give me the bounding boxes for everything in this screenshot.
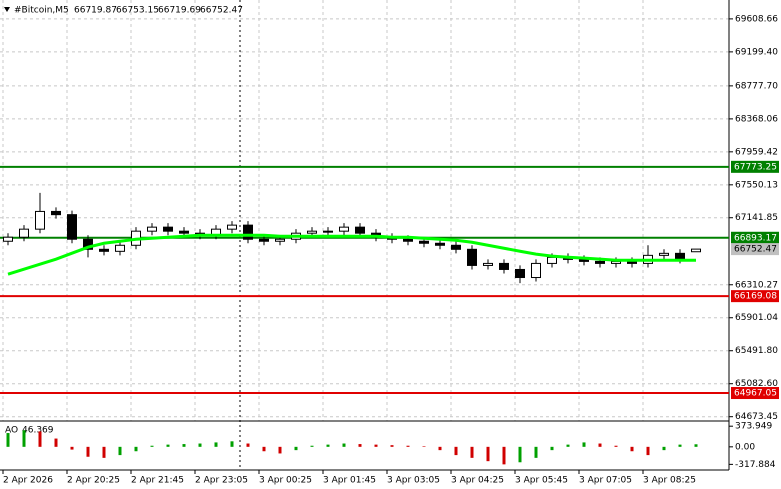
level-label: 64967.05 (734, 389, 777, 399)
candle-body (99, 248, 109, 252)
x-tick-label: 3 Apr 03:05 (387, 476, 440, 486)
candle-body (451, 244, 461, 250)
candle-body (323, 230, 333, 233)
x-tick-label: 3 Apr 08:25 (643, 476, 696, 486)
header-low: 66719.69 (158, 6, 201, 16)
candle-body (307, 230, 317, 234)
candle-body (35, 210, 45, 230)
candle-body (483, 262, 493, 266)
moving-average (7, 233, 696, 276)
candle-body (83, 238, 93, 250)
y-tick-label: 69608.66 (735, 14, 778, 24)
header-close: 66752.47 (200, 6, 243, 16)
y-tick-label: 66310.27 (735, 280, 778, 290)
candle-body (499, 262, 509, 270)
candle-body (51, 210, 61, 216)
y-tick-label: 65901.04 (735, 313, 778, 323)
level-label-box (731, 290, 779, 303)
ao-tick-label: 0.00 (735, 442, 755, 452)
price-label: 66752.47 (734, 245, 777, 255)
y-tick-label: 68777.70 (735, 81, 778, 91)
x-tick-label: 2 Apr 2026 (3, 476, 53, 486)
level-label: 67773.25 (734, 162, 777, 172)
header-open: 66719.87 (74, 6, 117, 16)
candle-body (403, 238, 413, 242)
y-tick-label: 67550.13 (735, 180, 778, 190)
y-tick-label: 67959.42 (735, 147, 778, 157)
chart-title: #Bitcoin,M5 (14, 6, 69, 16)
level-label: 66169.08 (734, 292, 777, 302)
candle-body (3, 236, 13, 242)
x-tick-label: 3 Apr 07:05 (579, 476, 632, 486)
y-tick-label: 65082.60 (735, 379, 778, 389)
candle-body (467, 248, 477, 266)
level-label: 66893.17 (734, 233, 777, 243)
candle-body (627, 260, 637, 264)
ao-tick-label: 373.949 (735, 422, 772, 432)
y-tick-label: 68368.06 (735, 114, 778, 124)
x-tick-label: 2 Apr 21:45 (131, 476, 184, 486)
level-label-box (731, 160, 779, 173)
x-tick-label: 3 Apr 01:45 (323, 476, 376, 486)
x-tick-label: 2 Apr 20:25 (67, 476, 120, 486)
level-label-box (731, 231, 779, 244)
candle-body (163, 226, 173, 232)
candle-body (691, 248, 701, 253)
candle-body (435, 242, 445, 246)
candle-body (675, 252, 685, 260)
y-tick-label: 69199.40 (735, 47, 778, 57)
x-tick-label: 3 Apr 04:25 (451, 476, 504, 486)
candle-body (147, 226, 157, 232)
y-tick-label: 65491.80 (735, 346, 778, 356)
candle-body (19, 228, 29, 238)
price-label-box (731, 243, 779, 256)
grid (0, 0, 729, 421)
y-tick-label: 64673.45 (735, 412, 778, 422)
candle-body (355, 226, 365, 234)
candle-body (259, 238, 269, 242)
candle-body (227, 224, 237, 230)
candle-body (179, 230, 189, 234)
level-label-box (731, 387, 779, 400)
candle-body (515, 268, 525, 279)
x-tick-label: 3 Apr 00:25 (259, 476, 312, 486)
y-tick-label: 67141.85 (735, 213, 778, 223)
candle-body (595, 260, 605, 264)
ao-title: AO (5, 426, 18, 436)
candle-body (243, 224, 253, 240)
candle-body (547, 256, 557, 264)
candle-body (611, 260, 621, 264)
candle-body (659, 252, 669, 256)
menu-arrow[interactable] (4, 7, 10, 12)
header-high: 66753.15 (116, 6, 159, 16)
x-tick-label: 3 Apr 05:45 (515, 476, 568, 486)
ao-value: 46.369 (22, 426, 54, 436)
candle-body (419, 240, 429, 244)
x-tick-label: 2 Apr 23:05 (195, 476, 248, 486)
candle-body (67, 214, 77, 240)
candle-body (115, 244, 125, 252)
candle-body (531, 262, 541, 279)
ao-tick-label: -317.884 (735, 460, 776, 470)
candle-body (339, 226, 349, 232)
candle-body (275, 238, 285, 242)
